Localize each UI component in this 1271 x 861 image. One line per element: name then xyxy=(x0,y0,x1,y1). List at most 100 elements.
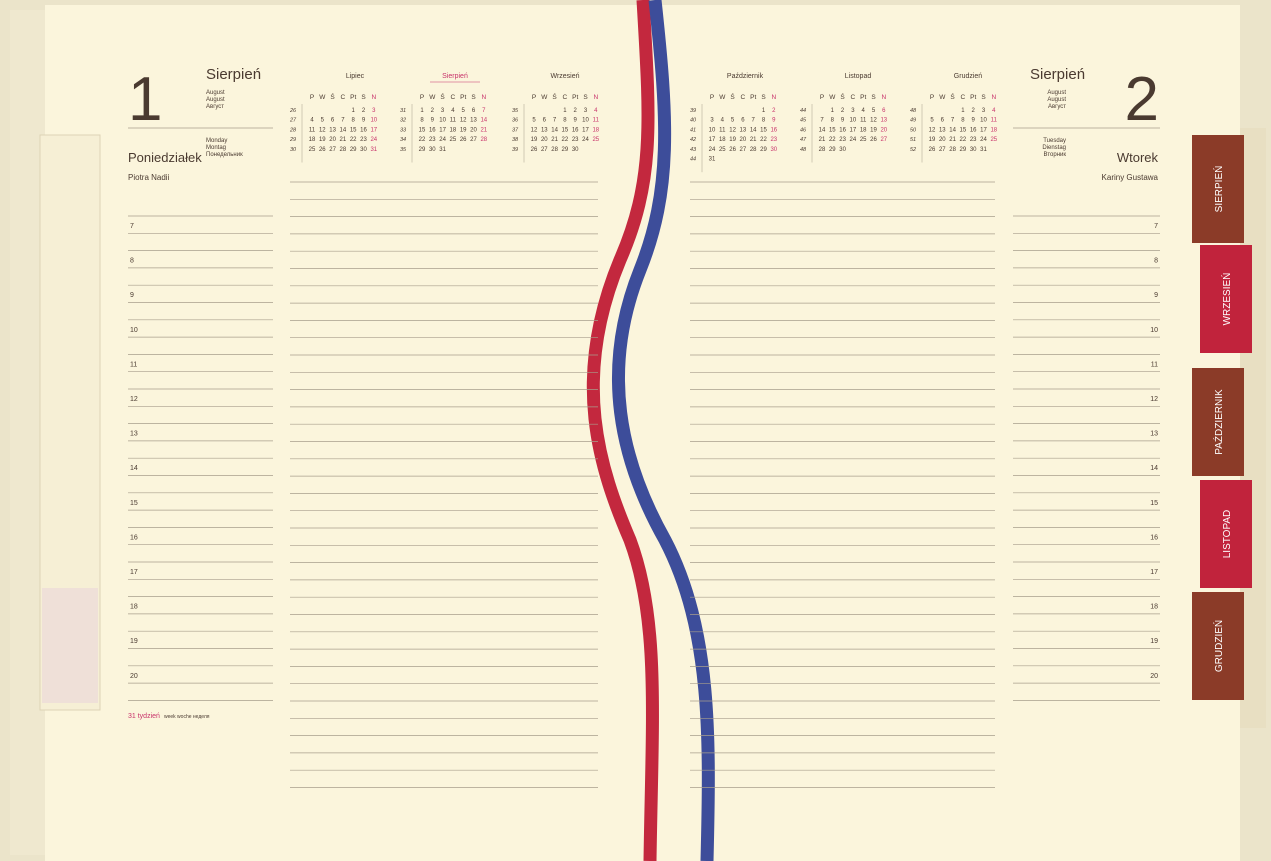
weekday-header: N xyxy=(991,94,996,101)
calendar-day: 22 xyxy=(562,137,569,143)
weekday-header: N xyxy=(481,94,486,101)
tab-label: SIERPIEŃ xyxy=(1212,166,1225,213)
weekday-translation: Montag xyxy=(206,145,226,151)
calendar-day: 10 xyxy=(709,127,716,133)
weekday-header: S xyxy=(981,94,986,101)
calendar-day: 16 xyxy=(429,127,436,133)
week-number: 44 xyxy=(800,108,806,114)
hour: 9 xyxy=(1154,292,1158,299)
weekday-header: S xyxy=(583,94,588,101)
weekday-header: W xyxy=(939,94,946,101)
week-number: 39 xyxy=(512,147,518,153)
calendar-day: 19 xyxy=(870,127,877,133)
calendar-day: 14 xyxy=(750,127,757,133)
weekday-header: Ś xyxy=(552,92,557,101)
weekday-header: N xyxy=(881,94,886,101)
weekday-translation: Monday xyxy=(206,138,227,144)
calendar-day: 28 xyxy=(949,147,956,153)
calendar-day: 17 xyxy=(439,127,446,133)
weekday-header: C xyxy=(563,94,568,101)
calendar-day: 25 xyxy=(309,147,316,153)
hour: 15 xyxy=(1150,500,1158,507)
tab-label: WRZESIEŃ xyxy=(1220,273,1233,326)
hour: 18 xyxy=(1150,604,1158,611)
calendar-day: 18 xyxy=(450,127,457,133)
weekday: Wtorek xyxy=(1117,150,1159,165)
month-translation: Август xyxy=(1048,104,1066,110)
hour: 13 xyxy=(1150,431,1158,438)
calendar-day: 25 xyxy=(990,137,997,143)
weekday-header: N xyxy=(593,94,598,101)
weekday-translation: Tuesday xyxy=(1043,138,1066,144)
hour: 8 xyxy=(130,258,134,265)
hour: 20 xyxy=(130,673,138,680)
calendar-day: 26 xyxy=(531,147,538,153)
hour: 7 xyxy=(1154,223,1158,230)
week-label: 31 tydzień xyxy=(128,713,160,720)
calendar-day: 24 xyxy=(980,137,987,143)
calendar-day: 17 xyxy=(370,127,377,133)
hour: 13 xyxy=(130,431,138,438)
weekday-header: N xyxy=(371,94,376,101)
calendar-day: 24 xyxy=(439,137,446,143)
calendar-day: 13 xyxy=(541,127,548,133)
calendar-day: 28 xyxy=(750,147,757,153)
calendar-day: 23 xyxy=(839,137,846,143)
calendar-day: 23 xyxy=(572,137,579,143)
calendar-day: 12 xyxy=(870,118,877,124)
calendar-day: 25 xyxy=(592,137,599,143)
day-number: 2 xyxy=(1125,65,1159,134)
week-number: 46 xyxy=(800,127,807,133)
weekday-header: W xyxy=(719,94,726,101)
calendar-day: 28 xyxy=(551,147,558,153)
calendar-day: 26 xyxy=(729,147,736,153)
name-days: Kariny Gustawa xyxy=(1102,173,1159,182)
month: Sierpień xyxy=(206,66,261,83)
calendar-day: 21 xyxy=(480,127,487,133)
calendar-day: 13 xyxy=(939,127,946,133)
calendar-day: 11 xyxy=(860,118,867,124)
calendar-day: 14 xyxy=(480,118,487,124)
calendar-day: 17 xyxy=(582,127,589,133)
page: 1 Sierpień August August Август Monday M… xyxy=(0,0,1271,861)
calendar-day: 16 xyxy=(839,127,846,133)
calendar-day: 19 xyxy=(531,137,538,143)
day-number: 1 xyxy=(128,65,162,134)
week-number: 42 xyxy=(690,137,696,143)
calendar-day: 20 xyxy=(939,137,946,143)
hour: 10 xyxy=(130,327,138,334)
calendar-day: 17 xyxy=(850,127,857,133)
weekday-header: Pt xyxy=(460,94,466,101)
week-number: 48 xyxy=(800,147,807,153)
hour: 14 xyxy=(1150,465,1158,472)
calendar-day: 20 xyxy=(740,137,747,143)
calendar-month: Wrzesień xyxy=(550,73,579,80)
calendar-day: 29 xyxy=(419,147,426,153)
calendar-day: 28 xyxy=(340,147,347,153)
calendar-day: 18 xyxy=(860,127,867,133)
calendar-day: 22 xyxy=(350,137,357,143)
hour: 8 xyxy=(1154,258,1158,265)
calendar-day: 27 xyxy=(541,147,548,153)
calendar-day: 18 xyxy=(592,127,599,133)
hour: 9 xyxy=(130,292,134,299)
weekday-header: C xyxy=(451,94,456,101)
calendar-day: 10 xyxy=(370,118,377,124)
hour: 18 xyxy=(130,604,138,611)
calendar-day: 30 xyxy=(429,147,436,153)
weekday-header: W xyxy=(829,94,836,101)
calendar-day: 21 xyxy=(750,137,757,143)
weekday-header: Pt xyxy=(750,94,756,101)
calendar-day: 27 xyxy=(470,137,477,143)
calendar-day: 26 xyxy=(870,137,877,143)
calendar-day: 13 xyxy=(329,127,336,133)
calendar-day: 17 xyxy=(980,127,987,133)
weekday-header: Ś xyxy=(950,92,955,101)
week-number: 35 xyxy=(512,108,519,114)
week-number: 45 xyxy=(800,118,807,124)
week-number: 36 xyxy=(512,118,519,124)
calendar-day: 14 xyxy=(340,127,347,133)
calendar-day: 31 xyxy=(439,147,446,153)
week-number: 30 xyxy=(290,147,297,153)
calendar-day: 15 xyxy=(562,127,569,133)
